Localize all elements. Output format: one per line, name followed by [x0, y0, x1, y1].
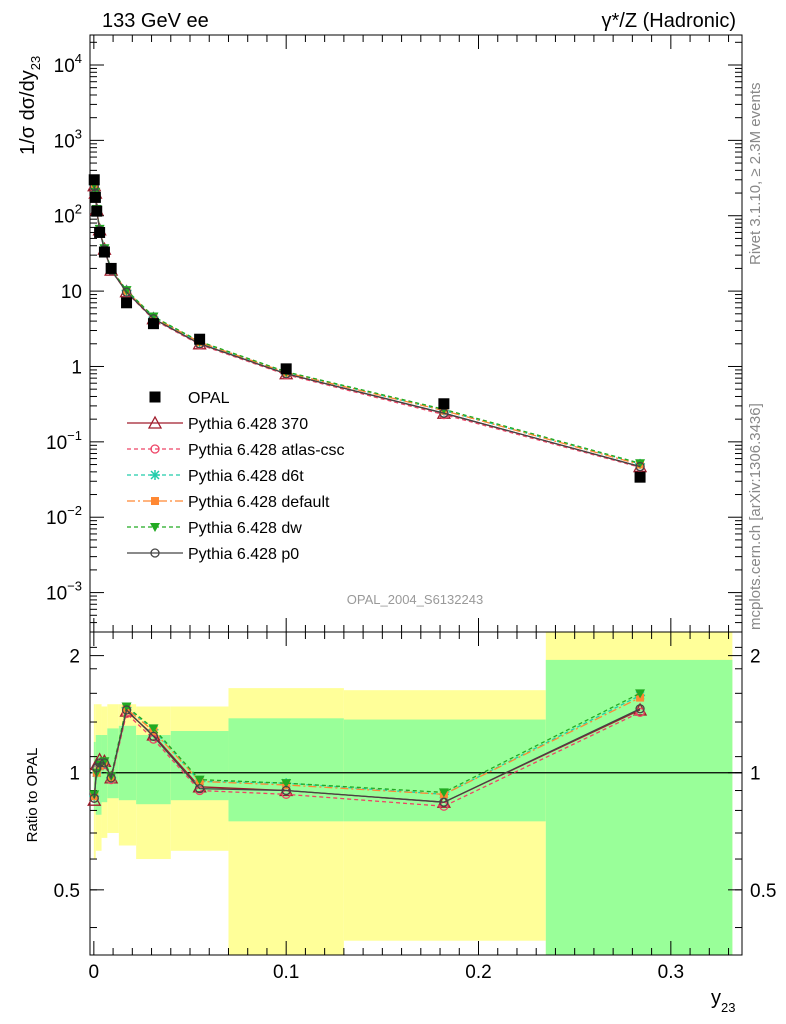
legend-label-5: Pythia 6.428 p0 — [188, 546, 299, 563]
ylabel-main: 1/σ dσ/dy23 — [17, 56, 43, 155]
ratio-5-point-4 — [106, 773, 116, 783]
band-green-9 — [545, 659, 733, 955]
opal-point-0 — [88, 174, 100, 186]
legend-label-3: Pythia 6.428 default — [188, 494, 330, 511]
ratio-5-point-1 — [92, 763, 102, 773]
ratio-5-point-9 — [439, 797, 449, 807]
legend-label-4: Pythia 6.428 dw — [188, 520, 302, 537]
ratio-5-point-8 — [281, 785, 291, 796]
ratio-y-label-2: 2 — [69, 647, 80, 668]
y-tick-label-5: 102 — [54, 202, 82, 228]
side-label-rivet: Rivet 3.1.10, ≥ 2.3M events — [747, 83, 764, 266]
ratio-4-point-8 — [281, 779, 292, 789]
ratio-1-point-10 — [635, 707, 645, 717]
y-tick-label-0: 10−3 — [46, 579, 82, 605]
series-line-0 — [93, 185, 641, 468]
series-line-4 — [93, 184, 641, 464]
y-tick-label-1: 10−2 — [46, 503, 82, 529]
xlabel-text: y — [711, 987, 721, 1009]
legend-marker-2-stroke — [150, 470, 160, 480]
band-green-7 — [228, 718, 344, 822]
ratio-5-point-3 — [99, 758, 110, 768]
main-plot: 10−3 10−2 10−1 1 10 102 103 104 — [46, 34, 743, 633]
ratio-5-point-10 — [635, 704, 645, 714]
legend-label-1: Pythia 6.428 atlas-csc — [188, 442, 345, 459]
x-tick-label-3: 0.3 — [658, 962, 684, 983]
opal-point-3 — [94, 226, 106, 238]
legend-label-2: Pythia 6.428 d6t — [188, 468, 304, 485]
ratio-y-label-1: 1 — [69, 764, 80, 785]
ratio-5-point-7 — [194, 784, 205, 794]
xlabel-sub: 23 — [721, 1000, 735, 1015]
x-tick-label-0: 0 — [89, 962, 100, 983]
ratio-4-point-9 — [438, 788, 449, 798]
x-tick-label-2: 0.2 — [465, 962, 491, 983]
header-right: γ*/Z (Hadronic) — [602, 10, 736, 32]
legend-marker-2 — [150, 470, 160, 480]
ratio-1-point-6 — [148, 734, 159, 744]
opal-point-9 — [280, 363, 292, 375]
legend-marker-5 — [150, 548, 160, 558]
y-tick-label-6: 103 — [54, 126, 82, 152]
opal-point-11 — [634, 471, 646, 483]
series-4-point-11 — [635, 459, 646, 469]
series-5-point-6 — [121, 287, 132, 297]
opal-point-10 — [438, 398, 450, 410]
ratio-4-point-10 — [635, 689, 646, 699]
xlabel: y23 — [711, 987, 735, 1015]
ratio-5-point-2 — [94, 758, 105, 768]
legend-marker-0 — [147, 415, 163, 429]
opal-point-5 — [105, 262, 117, 274]
ratio-4-point-5 — [121, 702, 132, 712]
ratio-line-4 — [93, 692, 641, 795]
legend: OPAL Pythia 6.428 370 Pythia 6.428 atlas-c… — [127, 390, 345, 563]
ratio-y-label-right-2: 2 — [750, 647, 761, 668]
opal-point-1 — [89, 191, 101, 203]
series-4-point-7 — [148, 312, 159, 322]
main-frame — [89, 34, 743, 633]
ratio-4-point-7 — [194, 775, 205, 785]
series-line-2 — [93, 184, 641, 465]
ratio-plot: 0.5 0.5 1 1 2 2 0 0.1 0.2 0.3 — [54, 631, 776, 983]
band-green-3 — [107, 728, 119, 799]
band-green-5 — [136, 735, 171, 805]
ratio-5-point-6 — [148, 731, 159, 742]
y-tick-label-2: 10−1 — [46, 428, 82, 454]
y-tick-label-7: 104 — [54, 51, 82, 77]
ratio-4-point-6 — [148, 724, 159, 734]
ratio-y-label-right-1: 1 — [750, 764, 761, 785]
y-tick-label-4: 10 — [61, 282, 82, 303]
ratio-5-point-5 — [121, 705, 132, 715]
opal-point-2 — [91, 205, 103, 217]
analysis-id: OPAL_2004_S6132243 — [347, 592, 483, 607]
legend-label-opal: OPAL — [188, 390, 230, 407]
ylabel-main-sub: 23 — [28, 56, 43, 70]
opal-point-6 — [121, 297, 133, 309]
ratio-y-label-right-0: 0.5 — [750, 881, 776, 902]
legend-marker-3 — [151, 497, 159, 505]
header-left: 133 GeV ee — [102, 10, 209, 32]
legend-label-0: Pythia 6.428 370 — [188, 416, 308, 433]
series-line-1 — [93, 186, 641, 468]
x-tick-label-1: 0.1 — [273, 962, 299, 983]
ratio-frame — [89, 631, 743, 956]
y-tick-label-3: 1 — [71, 357, 82, 378]
legend-marker-1 — [150, 444, 160, 454]
opal-point-8 — [194, 333, 206, 345]
band-green-4 — [118, 725, 137, 801]
ratio-5-point-0 — [89, 793, 99, 803]
opal-point-4 — [98, 246, 110, 258]
legend-marker-4 — [150, 523, 160, 532]
ylabel-main-text: 1/σ dσ/dy — [17, 70, 39, 155]
side-label-mcplots: mcplots.cern.ch [arXiv:1306.3436] — [747, 403, 764, 630]
legend-marker-opal — [149, 391, 161, 403]
series-line-5 — [93, 186, 641, 468]
opal-point-7 — [147, 318, 159, 330]
ratio-y-label-0: 0.5 — [54, 881, 80, 902]
ylabel-ratio: Ratio to OPAL — [24, 748, 41, 843]
series-5-point-11 — [635, 461, 645, 472]
